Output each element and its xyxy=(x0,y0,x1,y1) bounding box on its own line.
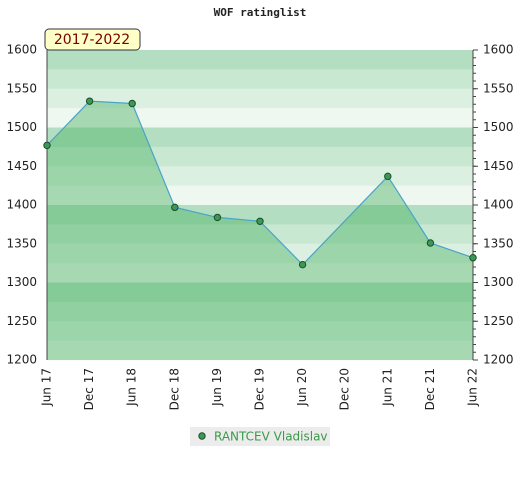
y2-tick-label: 1300 xyxy=(483,275,514,289)
band xyxy=(47,205,473,225)
band xyxy=(47,263,473,283)
x-tick-label: Dec 17 xyxy=(82,368,96,410)
band xyxy=(47,88,473,109)
line xyxy=(46,100,474,266)
x-tick-label: Dec 19 xyxy=(253,368,267,410)
band xyxy=(47,108,473,128)
period-box xyxy=(44,28,141,51)
band xyxy=(47,243,473,264)
point xyxy=(384,172,392,181)
x-tick-label: Dec 18 xyxy=(167,368,181,410)
point xyxy=(256,217,264,225)
x-tick-label: Jun 19 xyxy=(210,368,224,407)
y-tick-label: 1400 xyxy=(6,198,37,212)
y2-tick-label: 1350 xyxy=(483,236,514,250)
band xyxy=(47,50,473,70)
x-tick-label: Jun 21 xyxy=(380,368,394,407)
point xyxy=(426,239,435,247)
x-tick-label: Jun 20 xyxy=(295,368,309,407)
band xyxy=(47,127,473,148)
y-tick-label: 1550 xyxy=(6,81,37,95)
point xyxy=(85,97,94,105)
y-tick-label: 1300 xyxy=(6,275,37,289)
y-tick-label: 1250 xyxy=(6,314,37,328)
band xyxy=(47,301,473,322)
band xyxy=(47,185,473,206)
y2-tick-label: 1550 xyxy=(483,81,514,95)
x-tick-label: Dec 20 xyxy=(338,368,352,410)
band xyxy=(47,166,473,186)
band xyxy=(47,146,473,167)
y2-tick-label: 1600 xyxy=(483,43,514,57)
band xyxy=(47,282,473,303)
point xyxy=(298,260,307,269)
point xyxy=(213,213,222,222)
y2-tick-label: 1400 xyxy=(483,198,514,212)
y2-tick-label: 1250 xyxy=(483,314,514,328)
area xyxy=(47,101,473,361)
plot-area xyxy=(47,50,473,361)
point xyxy=(43,141,51,150)
y-tick-label: 1450 xyxy=(6,159,37,173)
x-tick-label: Jun 17 xyxy=(40,368,54,407)
chart-title: WOF ratinglist xyxy=(214,6,307,19)
band xyxy=(47,69,473,90)
point xyxy=(128,99,136,108)
legend-marker xyxy=(198,432,206,440)
y2-tick-label: 1450 xyxy=(483,159,514,173)
period-label: 2017-2022 xyxy=(54,32,130,48)
y-tick-label: 1200 xyxy=(6,353,37,367)
point xyxy=(171,203,179,212)
y2-tick-label: 1500 xyxy=(483,120,514,134)
y-tick-label: 1500 xyxy=(6,120,37,134)
band xyxy=(47,224,473,245)
legend xyxy=(190,427,330,446)
point xyxy=(469,254,477,262)
band xyxy=(47,321,473,341)
x-tick-label: Jun 22 xyxy=(466,368,480,407)
legend-label: RANTCEV Vladislav xyxy=(214,430,328,444)
y2-tick-label: 1200 xyxy=(483,353,514,367)
x-tick-label: Dec 21 xyxy=(423,368,437,410)
band xyxy=(47,340,473,361)
x-tick-label: Jun 18 xyxy=(125,368,139,407)
y-tick-label: 1600 xyxy=(6,43,37,57)
y-tick-label: 1350 xyxy=(6,236,37,250)
